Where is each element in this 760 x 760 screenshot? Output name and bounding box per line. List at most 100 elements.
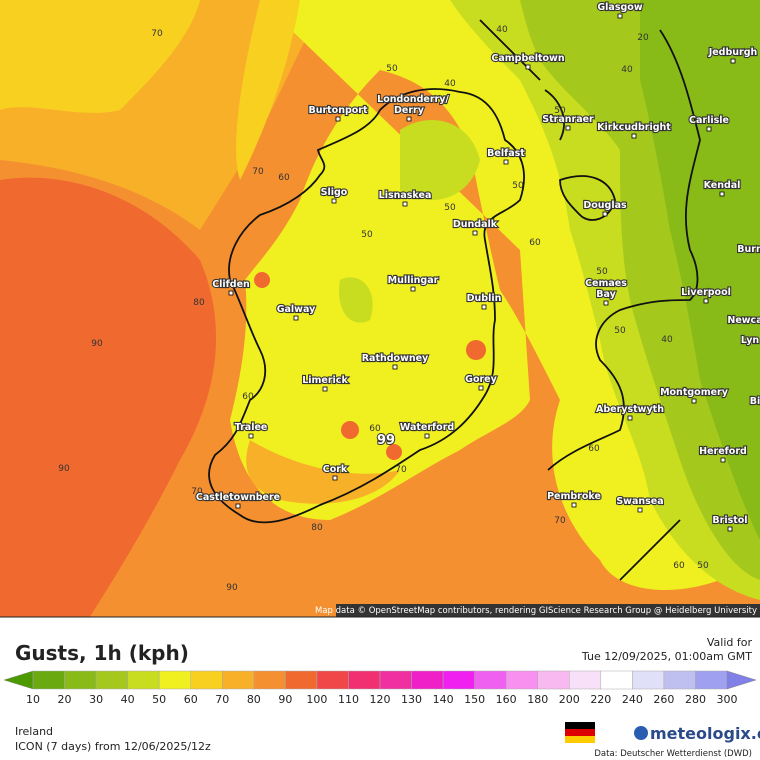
legend-tick-label: 20 [58,693,72,706]
contour-label: 90 [58,464,70,474]
contour-label: 80 [311,523,323,533]
brand: meteologix.com [650,724,760,743]
map: Map data © OpenStreetMap contributors, r… [0,0,760,618]
legend-swatch [663,670,696,690]
legend-swatch [632,670,665,690]
city-label: Castletownbere [196,492,280,503]
contour-label: 70 [191,487,203,497]
city-label: Burtonport [308,105,368,116]
contour-label: 50 [596,267,608,277]
data-source: Data: Deutscher Wetterdienst (DWD) [594,749,752,759]
legend-tick-label: 80 [247,693,261,706]
legend-tick-label: 300 [717,693,738,706]
legend-swatch [505,670,538,690]
contour-label: 50 [614,326,626,336]
city-marker [727,526,733,532]
contour-label: 40 [496,25,508,35]
city-label: Newca [727,315,760,326]
max-value: 99 [377,433,395,448]
city-marker [248,433,254,439]
contour-label: 40 [661,335,673,345]
contour-label: 90 [226,583,238,593]
city-label: Tralee [235,422,268,433]
legend-swatch [158,670,191,690]
city-label: Lisnaskea [379,190,432,201]
city-label: Jedburgh [708,47,758,58]
contour-label: 20 [637,33,649,43]
city-marker [472,230,478,236]
city-marker [627,415,633,421]
city-marker [720,457,726,463]
city-marker [503,159,509,165]
legend-swatch [411,670,444,690]
legend-tick-label: 260 [653,693,674,706]
legend-swatch [64,670,97,690]
city-label: Swansea [616,496,663,507]
city-marker [631,133,637,139]
city-label: Pembroke [547,491,601,502]
city-marker [565,125,571,131]
flag [565,722,595,743]
city-marker [424,433,430,439]
city-label: Hereford [699,446,747,457]
city-label: Waterford [400,422,454,433]
legend-tick-label: 240 [622,693,643,706]
city-label: Liverpool [681,287,731,298]
attribution: Map data © OpenStreetMap contributors, r… [315,606,757,616]
contour-label: 90 [91,339,103,349]
legend-tick-label: 10 [26,693,40,706]
city-marker [603,300,609,306]
legend-swatch [537,670,570,690]
parameter-title: Gusts, 1h (kph) [15,641,189,665]
city-label: Limerick [302,375,348,386]
legend-tick-label: 280 [685,693,706,706]
contour-label: 50 [386,64,398,74]
legend-swatch [379,670,412,690]
legend-swatch [285,670,318,690]
city-label: Montgomery [660,387,729,398]
city-label: Londonderry/ [377,94,449,105]
city-label: Burn [737,244,760,255]
city-marker [392,364,398,370]
legend-swatch [474,670,507,690]
legend-swatch [32,670,65,690]
city-label: Carlisle [689,115,729,126]
city-marker [691,398,697,404]
legend-tick-label: 160 [496,693,517,706]
legend-tick-label: 150 [464,693,485,706]
legend-swatch [253,670,286,690]
contour-label: 70 [554,516,566,526]
legend-tick-label: 200 [559,693,580,706]
city-marker [235,503,241,509]
city-label: Douglas [583,200,627,211]
legend-tick-label: 40 [121,693,135,706]
legend-tick-label: 70 [215,693,229,706]
legend-tick-label: 50 [152,693,166,706]
city-marker [410,286,416,292]
legend-swatch [95,670,128,690]
legend-swatch [442,670,475,690]
contour-label: 50 [512,181,524,191]
city-label: Bi [750,396,760,407]
legend-tick-label: 220 [590,693,611,706]
legend-tick-label: 180 [527,693,548,706]
city-label: Derry [394,105,425,116]
legend-arrow-high [726,670,757,690]
contour-label: 50 [361,230,373,240]
contour-label: 60 [673,561,685,571]
city-label: Rathdowney [362,353,429,364]
contour-label: 40 [444,79,456,89]
city-label: Galway [277,304,316,315]
city-label: Dublin [467,293,502,304]
legend-tick-label: 30 [89,693,103,706]
legend-tick-label: 140 [433,693,454,706]
city-marker [402,201,408,207]
city-marker [730,58,736,64]
contour-label: 60 [529,238,541,248]
city-label: Bristol [712,515,747,526]
legend-tick-label: 100 [306,693,327,706]
legend-swatch [348,670,381,690]
city-marker [322,386,328,392]
contour-label: 60 [588,444,600,454]
